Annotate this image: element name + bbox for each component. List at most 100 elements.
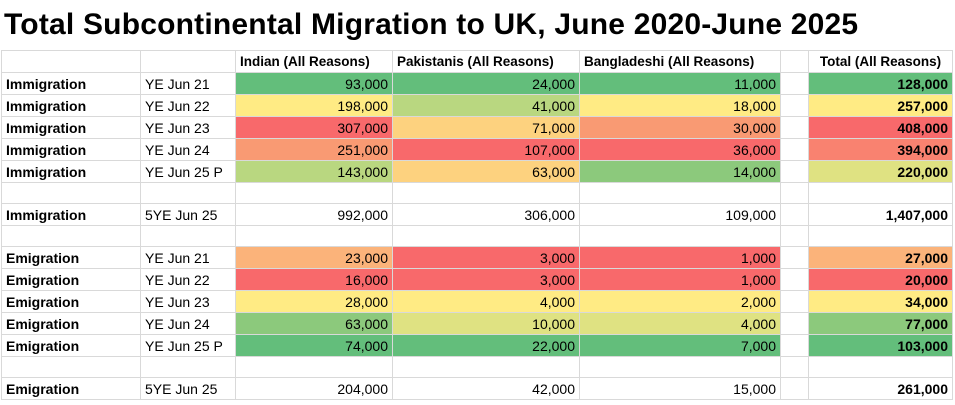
pakistani-cell[interactable]: 71,000: [392, 116, 580, 139]
pakistani-cell[interactable]: 63,000: [392, 160, 580, 183]
gap-cell[interactable]: [780, 182, 809, 204]
row-label[interactable]: Immigration: [1, 94, 141, 117]
bangladeshi-cell[interactable]: 2,000: [579, 290, 781, 313]
gap-cell[interactable]: [780, 225, 809, 247]
gap-cell[interactable]: [780, 203, 809, 226]
pakistani-cell[interactable]: 3,000: [392, 246, 580, 269]
total-cell[interactable]: 257,000: [808, 94, 953, 117]
total-cell[interactable]: 128,000: [808, 72, 953, 95]
indian-cell[interactable]: 992,000: [235, 203, 393, 226]
pakistani-cell[interactable]: 22,000: [392, 334, 580, 357]
header-indian[interactable]: Indian (All Reasons): [235, 50, 393, 73]
bangladeshi-cell[interactable]: 15,000: [579, 377, 781, 400]
empty-cell[interactable]: [140, 225, 236, 247]
row-period[interactable]: 5YE Jun 25: [140, 377, 236, 400]
row-period[interactable]: YE Jun 24: [140, 312, 236, 335]
pakistani-cell[interactable]: 4,000: [392, 290, 580, 313]
bangladeshi-cell[interactable]: 14,000: [579, 160, 781, 183]
row-period[interactable]: YE Jun 24: [140, 138, 236, 161]
bangladeshi-cell[interactable]: 11,000: [579, 72, 781, 95]
gap-cell[interactable]: [780, 246, 809, 269]
total-cell[interactable]: 1,407,000: [808, 203, 953, 226]
empty-cell[interactable]: [235, 225, 393, 247]
gap-cell[interactable]: [780, 160, 809, 183]
indian-cell[interactable]: 93,000: [235, 72, 393, 95]
empty-cell[interactable]: [579, 356, 781, 378]
empty-cell[interactable]: [1, 182, 141, 204]
gap-cell[interactable]: [780, 312, 809, 335]
row-period[interactable]: YE Jun 23: [140, 290, 236, 313]
row-period[interactable]: YE Jun 23: [140, 116, 236, 139]
gap-cell[interactable]: [780, 72, 809, 95]
row-period[interactable]: YE Jun 25 P: [140, 160, 236, 183]
header-total[interactable]: Total (All Reasons): [808, 50, 953, 73]
row-label[interactable]: Immigration: [1, 203, 141, 226]
total-cell[interactable]: 261,000: [808, 377, 953, 400]
row-period[interactable]: YE Jun 22: [140, 94, 236, 117]
header-blank-cell[interactable]: [1, 50, 141, 73]
row-label[interactable]: Emigration: [1, 246, 141, 269]
gap-cell[interactable]: [780, 138, 809, 161]
row-period[interactable]: YE Jun 25 P: [140, 334, 236, 357]
bangladeshi-cell[interactable]: 1,000: [579, 268, 781, 291]
total-cell[interactable]: 220,000: [808, 160, 953, 183]
row-label[interactable]: Immigration: [1, 72, 141, 95]
pakistani-cell[interactable]: 10,000: [392, 312, 580, 335]
bangladeshi-cell[interactable]: 109,000: [579, 203, 781, 226]
row-period[interactable]: YE Jun 21: [140, 72, 236, 95]
bangladeshi-cell[interactable]: 30,000: [579, 116, 781, 139]
indian-cell[interactable]: 63,000: [235, 312, 393, 335]
gap-cell[interactable]: [780, 356, 809, 378]
total-cell[interactable]: 27,000: [808, 246, 953, 269]
indian-cell[interactable]: 204,000: [235, 377, 393, 400]
indian-cell[interactable]: 198,000: [235, 94, 393, 117]
total-cell[interactable]: 394,000: [808, 138, 953, 161]
gap-cell[interactable]: [780, 116, 809, 139]
gap-cell[interactable]: [780, 94, 809, 117]
bangladeshi-cell[interactable]: 7,000: [579, 334, 781, 357]
indian-cell[interactable]: 251,000: [235, 138, 393, 161]
total-cell[interactable]: 408,000: [808, 116, 953, 139]
row-period[interactable]: YE Jun 22: [140, 268, 236, 291]
empty-cell[interactable]: [235, 356, 393, 378]
indian-cell[interactable]: 23,000: [235, 246, 393, 269]
gap-cell[interactable]: [780, 290, 809, 313]
header-blank-cell[interactable]: [140, 50, 236, 73]
empty-cell[interactable]: [808, 182, 953, 204]
row-label[interactable]: Immigration: [1, 116, 141, 139]
indian-cell[interactable]: 307,000: [235, 116, 393, 139]
empty-cell[interactable]: [392, 356, 580, 378]
empty-cell[interactable]: [392, 182, 580, 204]
row-label[interactable]: Emigration: [1, 290, 141, 313]
pakistani-cell[interactable]: 42,000: [392, 377, 580, 400]
gap-cell[interactable]: [780, 334, 809, 357]
bangladeshi-cell[interactable]: 4,000: [579, 312, 781, 335]
pakistani-cell[interactable]: 41,000: [392, 94, 580, 117]
empty-cell[interactable]: [235, 182, 393, 204]
total-cell[interactable]: 34,000: [808, 290, 953, 313]
indian-cell[interactable]: 74,000: [235, 334, 393, 357]
indian-cell[interactable]: 143,000: [235, 160, 393, 183]
header-pakistani[interactable]: Pakistanis (All Reasons): [392, 50, 580, 73]
empty-cell[interactable]: [140, 356, 236, 378]
total-cell[interactable]: 77,000: [808, 312, 953, 335]
empty-cell[interactable]: [808, 356, 953, 378]
row-label[interactable]: Emigration: [1, 377, 141, 400]
gap-cell[interactable]: [780, 50, 809, 73]
pakistani-cell[interactable]: 3,000: [392, 268, 580, 291]
row-label[interactable]: Emigration: [1, 312, 141, 335]
bangladeshi-cell[interactable]: 36,000: [579, 138, 781, 161]
empty-cell[interactable]: [1, 225, 141, 247]
total-cell[interactable]: 20,000: [808, 268, 953, 291]
row-label[interactable]: Immigration: [1, 160, 141, 183]
pakistani-cell[interactable]: 107,000: [392, 138, 580, 161]
indian-cell[interactable]: 28,000: [235, 290, 393, 313]
indian-cell[interactable]: 16,000: [235, 268, 393, 291]
empty-cell[interactable]: [140, 182, 236, 204]
row-period[interactable]: 5YE Jun 25: [140, 203, 236, 226]
empty-cell[interactable]: [392, 225, 580, 247]
row-label[interactable]: Emigration: [1, 268, 141, 291]
bangladeshi-cell[interactable]: 18,000: [579, 94, 781, 117]
empty-cell[interactable]: [1, 356, 141, 378]
total-cell[interactable]: 103,000: [808, 334, 953, 357]
